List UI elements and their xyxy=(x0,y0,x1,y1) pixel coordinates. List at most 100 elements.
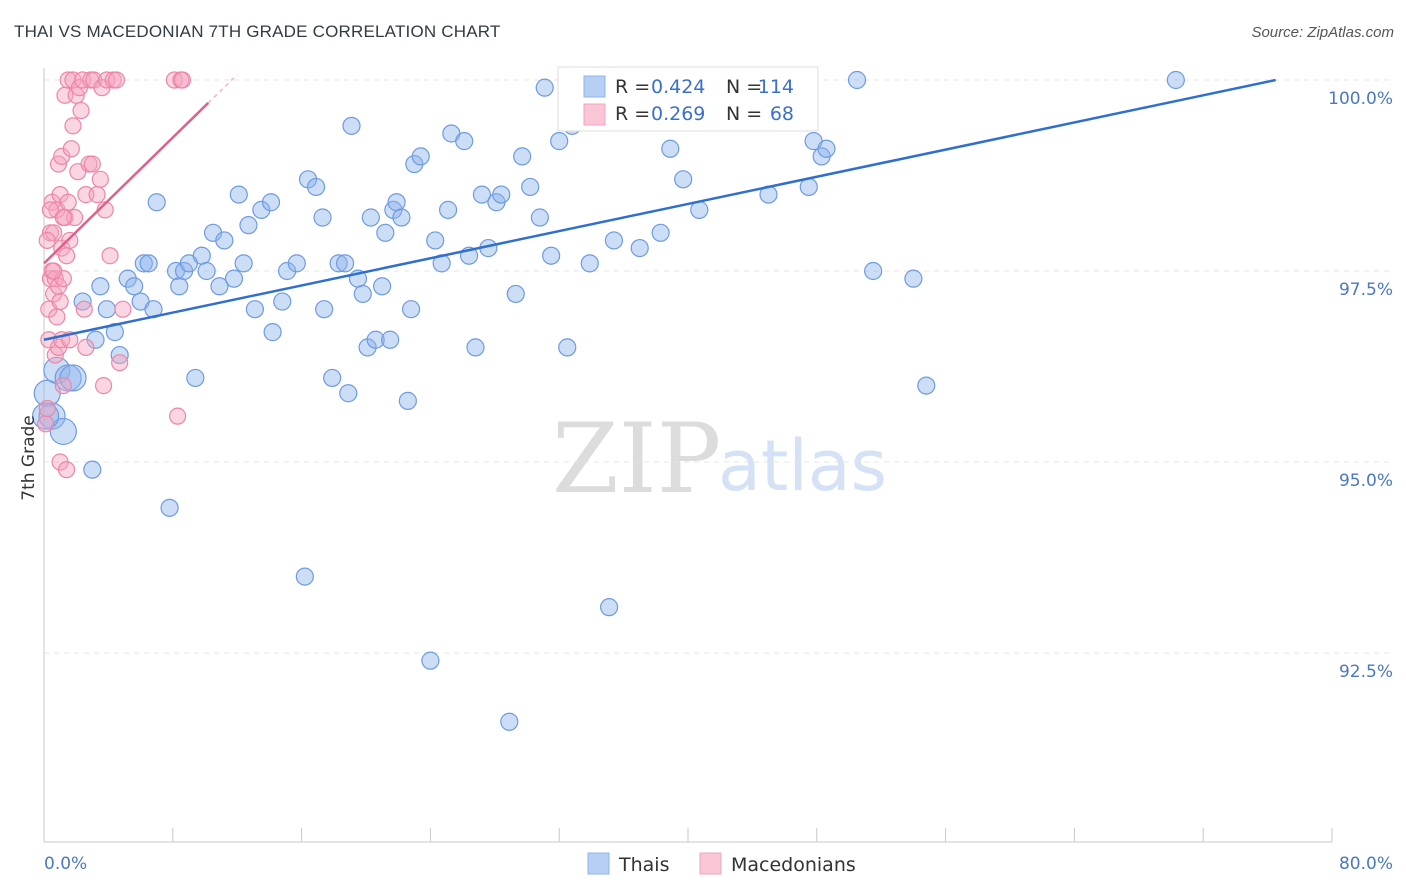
stats-legend: R = 0.424 N = 114 R = 0.269 N = 68 xyxy=(557,66,819,132)
macedonians-trend-extension xyxy=(207,74,238,104)
thais-point-63 xyxy=(398,391,417,410)
macedonians-point-33 xyxy=(62,140,80,158)
thais-point-66 xyxy=(411,147,430,166)
macedonians-point-34 xyxy=(64,117,82,135)
thais-point-86 xyxy=(550,132,569,151)
thais-point-45 xyxy=(313,208,332,227)
legend-n-label-macedonians: N = xyxy=(726,103,762,125)
thais-point-94 xyxy=(604,231,624,250)
bottom-legend-swatch-thais xyxy=(587,852,610,875)
thais-point-37 xyxy=(261,193,281,212)
thais-point-19 xyxy=(147,193,166,212)
thais-point-83 xyxy=(530,208,549,227)
thais-point-27 xyxy=(197,261,216,281)
thais-point-72 xyxy=(455,132,474,151)
thais-point-36 xyxy=(252,200,271,219)
thais-point-42 xyxy=(295,567,314,586)
thais-point-113 xyxy=(917,376,936,395)
thais-point-49 xyxy=(335,254,355,273)
thais-point-80 xyxy=(506,284,525,304)
thais-point-64 xyxy=(401,300,421,319)
thais-point-75 xyxy=(472,185,492,204)
thais-point-38 xyxy=(263,323,282,342)
legend-r-label-macedonians: R = xyxy=(615,103,650,125)
thais-point-10 xyxy=(97,300,116,319)
macedonians-point-59 xyxy=(114,300,132,318)
thais-point-85 xyxy=(542,246,561,265)
macedonians-point-47 xyxy=(83,155,101,173)
thais-point-93 xyxy=(600,598,619,617)
macedonians-points xyxy=(37,71,192,479)
macedonians-point-66 xyxy=(54,208,72,227)
thais-point-9 xyxy=(91,277,110,296)
legend-swatch-macedonians xyxy=(583,103,606,126)
thais-point-79 xyxy=(500,712,519,731)
macedonians-point-42 xyxy=(75,300,93,318)
gridlines xyxy=(44,79,1392,654)
macedonians-point-40 xyxy=(72,101,90,120)
macedonians-point-52 xyxy=(94,377,113,395)
legend-n-label-thais: N = xyxy=(726,76,762,98)
thais-point-31 xyxy=(224,269,244,288)
series-legend: Thais Macedonians xyxy=(587,852,856,876)
x-tick-label-min: 0.0% xyxy=(44,854,87,874)
bottom-legend-label-macedonians: Macedonians xyxy=(731,854,856,876)
bottom-legend-swatch-macedonians xyxy=(699,852,722,875)
chart-title: THAI VS MACEDONIAN 7TH GRADE CORRELATION… xyxy=(14,22,501,41)
y-axis-title: 7th Grade xyxy=(19,415,39,501)
macedonians-point-64 xyxy=(38,231,56,250)
thais-point-68 xyxy=(426,231,445,250)
x-tick-label-max: 80.0% xyxy=(1339,854,1393,874)
thais-point-50 xyxy=(339,384,358,403)
thais-point-62 xyxy=(392,208,411,227)
macedonians-point-57 xyxy=(107,71,126,89)
thais-point-48 xyxy=(329,254,348,273)
macedonians-point-43 xyxy=(77,338,95,356)
thais-point-47 xyxy=(323,368,342,388)
y-tick-labels: 100.0% 97.5% 95.0% 92.5% xyxy=(1328,89,1393,682)
macedonians-point-63 xyxy=(173,71,192,89)
y-tick-label-2: 95.0% xyxy=(1339,471,1393,491)
thais-point-3 xyxy=(49,417,77,446)
macedonians-point-0 xyxy=(37,415,55,433)
thais-point-40 xyxy=(278,261,297,281)
thais-point-84 xyxy=(535,78,554,97)
chart-source: Source: ZipAtlas.com xyxy=(1251,24,1394,41)
thais-point-39 xyxy=(273,292,292,311)
thais-point-14 xyxy=(125,277,144,296)
watermark-atlas: atlas xyxy=(718,425,887,507)
thais-point-74 xyxy=(466,338,485,357)
thais-point-87 xyxy=(558,338,577,357)
thais-point-56 xyxy=(366,330,385,349)
thais-point-112 xyxy=(904,269,923,288)
bottom-legend-label-thais: Thais xyxy=(618,854,669,876)
thais-point-109 xyxy=(817,139,836,158)
thais-point-13 xyxy=(118,269,137,288)
thais-point-114 xyxy=(1166,70,1185,90)
thais-point-33 xyxy=(234,254,253,273)
thais-point-59 xyxy=(381,330,400,349)
thais-point-58 xyxy=(376,223,395,242)
x-axis-ticks xyxy=(43,828,1333,842)
macedonians-point-49 xyxy=(88,186,106,204)
thais-point-41 xyxy=(287,254,306,273)
thais-point-106 xyxy=(799,177,818,197)
legend-r-value-macedonians: 0.269 xyxy=(651,103,705,125)
y-tick-label-0: 100.0% xyxy=(1328,89,1393,109)
thais-point-26 xyxy=(192,246,211,265)
legend-n-value-thais: 114 xyxy=(758,76,794,98)
thais-point-7 xyxy=(83,460,102,479)
thais-point-20 xyxy=(160,498,179,517)
legend-r-value-thais: 0.424 xyxy=(651,76,705,98)
macedonians-point-28 xyxy=(57,247,76,265)
legend-n-value-macedonians: 68 xyxy=(770,103,794,125)
thais-point-30 xyxy=(215,231,234,250)
thais-point-78 xyxy=(492,185,511,204)
thais-points xyxy=(32,70,1185,731)
thais-point-55 xyxy=(361,208,380,227)
legend-r-label-thais: R = xyxy=(615,76,650,98)
macedonians-point-27 xyxy=(57,461,76,479)
macedonians-point-61 xyxy=(169,407,187,425)
thais-point-25 xyxy=(186,368,205,388)
